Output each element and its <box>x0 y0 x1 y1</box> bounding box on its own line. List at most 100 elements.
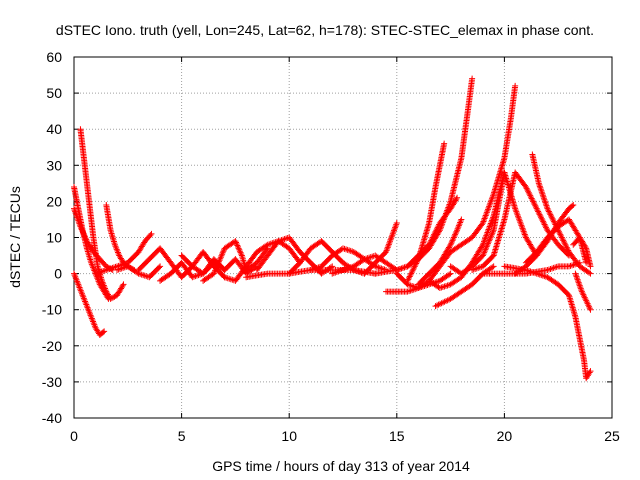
data-point <box>82 235 89 242</box>
series-18 <box>243 266 379 281</box>
data-point <box>341 245 348 252</box>
data-point <box>450 235 457 242</box>
data-point <box>458 216 465 223</box>
data-point <box>542 199 549 206</box>
data-point <box>489 264 496 271</box>
data-point <box>426 241 433 248</box>
data-point <box>81 233 88 240</box>
data-point <box>101 267 108 274</box>
data-point <box>537 186 544 193</box>
data-point <box>560 237 567 244</box>
data-point <box>540 220 547 227</box>
data-point <box>536 183 543 190</box>
data-point <box>157 263 164 270</box>
data-point <box>569 202 576 209</box>
data-point <box>453 196 460 203</box>
data-point <box>234 243 241 250</box>
data-point <box>140 272 147 279</box>
data-point <box>523 185 530 192</box>
data-point <box>557 231 564 238</box>
data-point <box>108 295 115 302</box>
data-point <box>446 243 453 250</box>
data-point <box>100 329 107 336</box>
data-point <box>539 217 546 224</box>
data-point <box>441 283 448 290</box>
data-point <box>587 270 594 277</box>
data-point <box>537 214 544 221</box>
data-point <box>555 228 562 235</box>
data-point <box>539 272 546 279</box>
y-axis-label: dSTEC / TECUs <box>7 186 23 288</box>
data-point <box>452 230 459 237</box>
data-point <box>544 205 551 212</box>
data-point <box>156 264 163 271</box>
y-tick-labels: -40 -30 -20 -10 0 10 20 30 40 50 60 <box>42 49 62 426</box>
series-26 <box>432 263 497 310</box>
data-point <box>438 284 445 291</box>
data-point <box>563 244 570 251</box>
data-point <box>105 295 112 302</box>
data-point <box>483 245 490 252</box>
series-22 <box>404 140 448 284</box>
data-point <box>543 204 550 211</box>
data-point <box>78 225 85 232</box>
data-point <box>232 238 239 245</box>
data-point <box>119 282 126 289</box>
data-point <box>148 230 155 237</box>
data-point <box>429 234 436 241</box>
data-point <box>263 242 270 249</box>
data-point <box>432 228 439 235</box>
data-point <box>538 272 545 279</box>
data-point <box>101 328 108 335</box>
data-point <box>559 235 566 242</box>
data-point <box>488 231 495 238</box>
data-point <box>543 202 550 209</box>
data-point <box>215 260 222 267</box>
data-point <box>215 258 222 265</box>
data-point <box>120 281 127 288</box>
data-point <box>562 241 569 248</box>
data-point <box>399 264 406 271</box>
data-point <box>532 202 539 209</box>
data-point <box>475 264 482 271</box>
data-point <box>524 186 531 193</box>
data-point <box>530 269 537 276</box>
data-point <box>486 236 493 243</box>
data-point <box>234 242 241 249</box>
series-17 <box>350 220 400 277</box>
data-point <box>104 294 111 301</box>
data-point <box>431 231 438 238</box>
data-point <box>217 254 224 261</box>
series-7 <box>114 263 164 281</box>
grid-lines <box>74 57 612 418</box>
data-point <box>550 218 557 225</box>
data-point <box>540 195 547 202</box>
data-point <box>428 237 435 244</box>
data-point <box>560 238 567 245</box>
data-point <box>533 205 540 212</box>
data-point <box>411 264 418 271</box>
data-point <box>412 261 419 268</box>
series-3 <box>71 270 108 338</box>
plot-frame <box>73 56 613 419</box>
data-point <box>569 262 576 269</box>
data-point <box>212 267 219 274</box>
data-point <box>407 287 414 294</box>
y-tick-label: -40 <box>42 410 62 426</box>
data-point <box>236 246 243 253</box>
data-point <box>216 257 223 264</box>
data-point <box>434 224 441 231</box>
data-point <box>411 263 418 270</box>
data-point <box>210 270 217 277</box>
data-point <box>78 226 85 233</box>
series-1 <box>77 126 127 302</box>
data-point <box>529 269 536 276</box>
data-point <box>530 199 537 206</box>
data-point <box>407 272 414 279</box>
data-point <box>485 239 492 246</box>
data-point <box>233 239 240 246</box>
data-point <box>488 233 495 240</box>
data-point <box>410 266 417 273</box>
data-point <box>344 246 351 253</box>
